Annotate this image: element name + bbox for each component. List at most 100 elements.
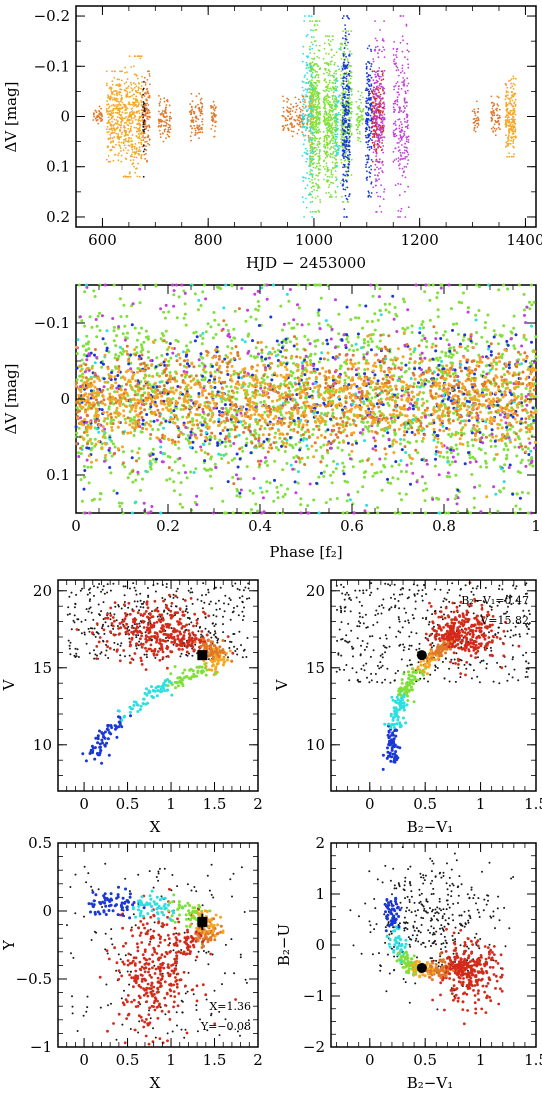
lightcurve-point xyxy=(129,115,132,118)
phase-point xyxy=(137,447,141,451)
lightcurve-point xyxy=(369,88,372,90)
lightcurve-point xyxy=(313,24,316,27)
lightcurve-point xyxy=(138,141,140,144)
lightcurve-point xyxy=(106,131,109,134)
lightcurve-point xyxy=(376,126,378,129)
lightcurve-point xyxy=(305,61,308,64)
phase-point xyxy=(317,475,321,479)
lightcurve-point xyxy=(160,125,163,127)
phase-point xyxy=(386,481,390,484)
lightcurve-point xyxy=(397,216,399,218)
lightcurve-point xyxy=(305,67,308,69)
phase-point xyxy=(528,307,532,311)
lightcurve-point xyxy=(117,120,119,123)
lightcurve-point xyxy=(106,103,108,106)
lightcurve-point xyxy=(342,99,344,101)
lightcurve-point xyxy=(138,112,141,115)
lightcurve-point xyxy=(166,122,168,125)
phase-point xyxy=(428,318,432,322)
lightcurve-point xyxy=(124,112,127,115)
lightcurve-point xyxy=(380,70,383,73)
lightcurve-point xyxy=(310,132,313,135)
lightcurve-point xyxy=(395,56,398,59)
lightcurve-point xyxy=(367,136,370,139)
lightcurve-point xyxy=(345,72,347,75)
lightcurve-point xyxy=(305,95,307,98)
lightcurve-point xyxy=(140,154,143,156)
lightcurve-point xyxy=(191,116,194,119)
lightcurve-point xyxy=(313,162,315,164)
phase-point xyxy=(278,410,282,414)
phase-point xyxy=(93,295,97,298)
lightcurve-point xyxy=(141,136,143,139)
lightcurve-point xyxy=(375,75,378,78)
lightcurve-point xyxy=(212,108,215,110)
lightcurve-point xyxy=(109,160,112,163)
phase-point xyxy=(147,374,151,378)
lightcurve-point xyxy=(332,86,334,88)
lightcurve-point xyxy=(332,76,335,78)
phase-point xyxy=(286,487,290,491)
lightcurve-point xyxy=(128,130,131,133)
lightcurve-point xyxy=(401,70,404,72)
lightcurve-point xyxy=(133,145,136,148)
lightcurve-point xyxy=(316,189,318,192)
lightcurve-point xyxy=(142,109,144,112)
phase-point xyxy=(485,340,489,344)
lightcurve-point xyxy=(506,118,509,121)
phase-point xyxy=(311,433,315,437)
phase-point xyxy=(100,365,104,369)
lightcurve-point xyxy=(370,192,373,194)
lightcurve-point xyxy=(365,141,368,144)
lightcurve-point xyxy=(373,106,375,109)
lightcurve-point xyxy=(318,150,321,153)
lightcurve-point xyxy=(359,94,362,97)
lightcurve-point xyxy=(511,85,514,87)
lightcurve-point xyxy=(105,84,108,87)
lightcurve-point xyxy=(326,168,329,171)
phase-point xyxy=(295,322,299,326)
phase-point xyxy=(453,497,457,501)
lightcurve-point xyxy=(131,101,134,104)
phase-point xyxy=(366,340,370,344)
lightcurve-point xyxy=(312,97,315,99)
lightcurve-point xyxy=(407,82,410,85)
phase-point xyxy=(466,349,470,352)
lightcurve-point xyxy=(318,157,321,160)
lightcurve-point xyxy=(498,108,501,111)
lightcurve-point xyxy=(381,130,384,133)
lightcurve-point xyxy=(375,140,377,142)
lightcurve-point xyxy=(122,117,125,120)
lightcurve-point xyxy=(309,180,311,183)
lightcurve-point xyxy=(382,101,385,104)
lightcurve-point xyxy=(330,173,333,176)
lightcurve-point xyxy=(128,122,131,124)
lightcurve-point xyxy=(333,54,335,57)
lightcurve-point xyxy=(331,95,334,98)
lightcurve-point xyxy=(379,195,382,198)
lightcurve-point xyxy=(340,70,343,73)
lightcurve-point xyxy=(165,115,168,118)
lightcurve-point xyxy=(401,64,404,67)
lightcurve-point xyxy=(304,134,307,137)
phase-point xyxy=(312,427,316,431)
lightcurve-point xyxy=(383,91,386,94)
phase-point xyxy=(82,464,86,468)
lightcurve-point xyxy=(100,119,103,122)
lightcurve-point xyxy=(125,140,127,143)
phase-point xyxy=(355,348,359,352)
lightcurve-point xyxy=(334,162,337,165)
phase-point xyxy=(343,378,347,382)
lightcurve-point xyxy=(107,119,110,122)
phase-point xyxy=(422,391,425,395)
lightcurve-point xyxy=(310,161,313,164)
phase-point xyxy=(133,326,137,330)
lightcurve-point xyxy=(380,98,382,101)
lightcurve-point xyxy=(301,94,304,97)
lightcurve-point xyxy=(401,129,404,132)
lightcurve-point xyxy=(344,28,347,30)
lightcurve-point xyxy=(113,118,116,121)
phase-point xyxy=(75,378,79,382)
lightcurve-point xyxy=(120,141,123,144)
lightcurve-point xyxy=(138,148,141,151)
